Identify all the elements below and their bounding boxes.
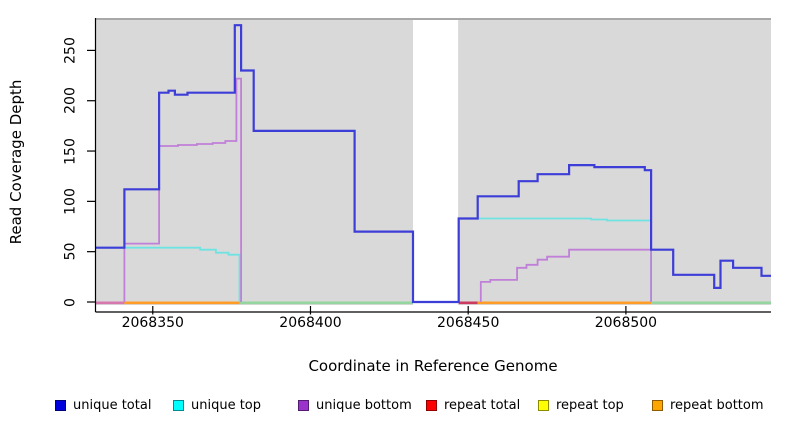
legend-item-repeat-bottom: repeat bottom bbox=[652, 397, 764, 413]
x-tick-label: 2068450 bbox=[437, 315, 500, 331]
legend-item-repeat-top: repeat top bbox=[538, 397, 624, 413]
x-tick-label: 2068400 bbox=[279, 315, 342, 331]
legend-item-unique-total: unique total bbox=[55, 397, 151, 413]
legend-swatch-icon bbox=[426, 399, 437, 411]
legend-item-unique-bottom: unique bottom bbox=[298, 397, 412, 413]
legend-swatch-icon bbox=[55, 399, 66, 411]
legend-item-repeat-total: repeat total bbox=[426, 397, 520, 413]
x-axis-title: Coordinate in Reference Genome bbox=[308, 357, 558, 375]
x-tick-label: 2068500 bbox=[594, 315, 658, 331]
legend-label: repeat total bbox=[444, 397, 521, 413]
legend-label: unique bottom bbox=[316, 397, 412, 413]
legend-swatch-icon bbox=[298, 399, 309, 411]
legend: unique total unique top unique bottom re… bbox=[0, 397, 792, 415]
legend-label: unique total bbox=[73, 397, 152, 413]
y-axis-title: Read Coverage Depth bbox=[7, 79, 25, 245]
legend-label: unique top bbox=[191, 397, 262, 413]
legend-label: repeat top bbox=[556, 397, 624, 413]
legend-swatch-icon bbox=[173, 399, 184, 411]
y-tick-label: 250 bbox=[62, 37, 79, 64]
legend-item-unique-top: unique top bbox=[173, 397, 261, 413]
legend-label: repeat bottom bbox=[670, 397, 764, 413]
legend-swatch-icon bbox=[538, 399, 549, 411]
x-tick-label: 2068350 bbox=[121, 315, 184, 331]
legend-swatch-icon bbox=[652, 399, 663, 411]
